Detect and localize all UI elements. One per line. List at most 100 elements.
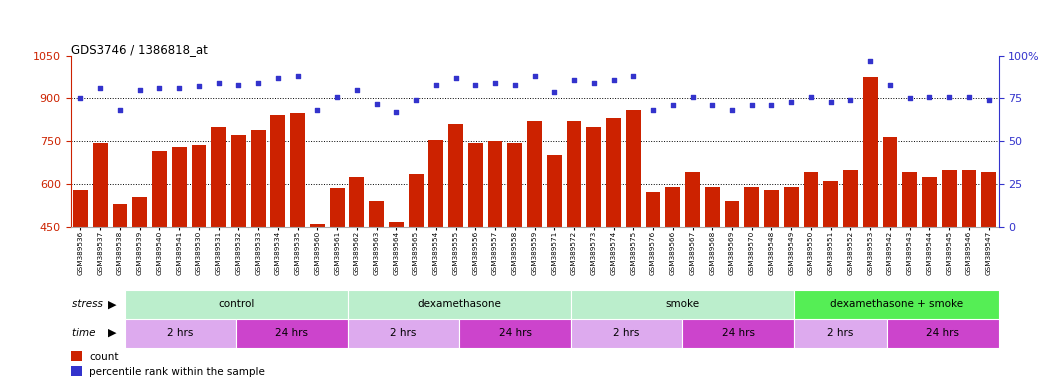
Point: [408, 97, 425, 103]
Bar: [350, 177, 364, 355]
Bar: [887, 319, 999, 348]
Bar: [902, 172, 918, 355]
Point: [723, 107, 740, 113]
Text: 2 hrs: 2 hrs: [613, 328, 639, 338]
Point: [566, 76, 582, 83]
Bar: [961, 170, 977, 355]
Bar: [348, 319, 459, 348]
Point: [980, 97, 996, 103]
Point: [211, 80, 227, 86]
Point: [783, 99, 799, 105]
Bar: [389, 222, 404, 355]
Point: [526, 73, 543, 79]
Bar: [468, 142, 483, 355]
Point: [428, 82, 444, 88]
Bar: [459, 319, 571, 348]
Point: [73, 95, 89, 101]
Text: 2 hrs: 2 hrs: [167, 328, 193, 338]
Point: [921, 94, 937, 100]
Bar: [348, 290, 571, 319]
Point: [309, 107, 326, 113]
Bar: [409, 174, 424, 355]
Bar: [843, 170, 857, 355]
Bar: [794, 290, 999, 319]
Point: [270, 75, 286, 81]
Bar: [705, 187, 719, 355]
Bar: [646, 192, 660, 355]
Bar: [764, 190, 778, 355]
Bar: [567, 121, 581, 355]
Bar: [571, 290, 794, 319]
Point: [388, 109, 405, 115]
Text: percentile rank within the sample: percentile rank within the sample: [89, 367, 265, 377]
Text: control: control: [218, 299, 254, 310]
Bar: [685, 172, 700, 355]
Bar: [488, 141, 502, 355]
Point: [447, 75, 464, 81]
Point: [171, 85, 188, 91]
Text: GDS3746 / 1386818_at: GDS3746 / 1386818_at: [71, 43, 208, 56]
Point: [743, 102, 760, 108]
Bar: [429, 140, 443, 355]
Bar: [171, 147, 187, 355]
Bar: [725, 201, 739, 355]
Bar: [310, 224, 325, 355]
Bar: [682, 319, 794, 348]
Text: 2 hrs: 2 hrs: [390, 328, 416, 338]
Point: [960, 94, 977, 100]
Bar: [882, 137, 898, 355]
Bar: [448, 124, 463, 355]
Point: [487, 80, 503, 86]
Point: [704, 102, 720, 108]
Point: [802, 94, 819, 100]
Point: [684, 94, 701, 100]
Point: [507, 82, 523, 88]
Point: [250, 80, 267, 86]
Bar: [922, 177, 937, 355]
Text: 24 hrs: 24 hrs: [275, 328, 308, 338]
Text: smoke: smoke: [665, 299, 700, 310]
Bar: [73, 190, 88, 355]
Bar: [291, 113, 305, 355]
Bar: [152, 151, 167, 355]
Text: stress: stress: [72, 299, 106, 310]
Bar: [212, 127, 226, 355]
Text: 24 hrs: 24 hrs: [926, 328, 959, 338]
Bar: [784, 187, 798, 355]
Text: 24 hrs: 24 hrs: [721, 328, 755, 338]
Text: 24 hrs: 24 hrs: [498, 328, 531, 338]
Point: [152, 85, 168, 91]
Bar: [981, 172, 996, 355]
Text: dexamethasone + smoke: dexamethasone + smoke: [829, 299, 963, 310]
Bar: [370, 201, 384, 355]
Bar: [547, 156, 562, 355]
Point: [664, 102, 681, 108]
Point: [290, 73, 306, 79]
Text: 2 hrs: 2 hrs: [827, 328, 853, 338]
Bar: [271, 116, 285, 355]
Bar: [527, 121, 542, 355]
Bar: [508, 142, 522, 355]
Bar: [112, 204, 128, 355]
Bar: [606, 118, 621, 355]
Bar: [132, 197, 147, 355]
Point: [625, 73, 641, 79]
Point: [585, 80, 602, 86]
Point: [605, 76, 622, 83]
Bar: [231, 136, 246, 355]
Bar: [71, 366, 82, 376]
Point: [546, 88, 563, 94]
Point: [132, 87, 148, 93]
Point: [368, 101, 385, 107]
Bar: [125, 319, 236, 348]
Point: [645, 107, 661, 113]
Point: [940, 94, 957, 100]
Bar: [236, 319, 348, 348]
Bar: [941, 170, 957, 355]
Bar: [125, 290, 348, 319]
Bar: [823, 181, 838, 355]
Point: [763, 102, 780, 108]
Point: [112, 107, 129, 113]
Text: dexamethasone: dexamethasone: [417, 299, 501, 310]
Point: [881, 82, 898, 88]
